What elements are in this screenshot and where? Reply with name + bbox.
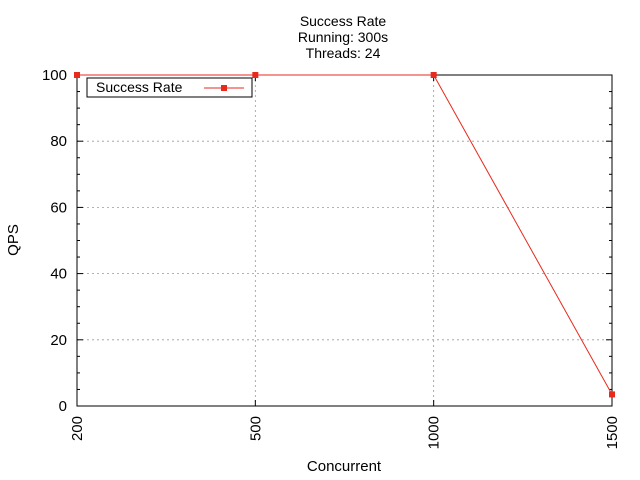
y-tick-label: 20 — [50, 332, 67, 349]
y-tick-label: 40 — [50, 266, 67, 283]
series-line-success-rate — [77, 74, 613, 395]
plot-area-border — [76, 74, 613, 407]
x-axis-label: Concurrent — [307, 458, 382, 475]
x-tick-label: 1500 — [604, 416, 621, 449]
y-tick-label: 60 — [50, 199, 67, 216]
data-point — [430, 72, 437, 78]
legend: Success Rate — [86, 77, 253, 98]
y-tick-label: 0 — [59, 398, 67, 415]
series-layer — [74, 72, 615, 398]
chart-title-line-3: Threads: 24 — [306, 45, 381, 61]
legend-box — [86, 77, 253, 98]
chart-title-line-2: Running: 300s — [298, 29, 388, 45]
x-tick-label: 1000 — [426, 416, 443, 449]
y-tick-label: 100 — [42, 67, 67, 84]
grid-lines — [77, 75, 612, 406]
x-tick-label: 200 — [69, 416, 86, 441]
y-axis-label: QPS — [5, 224, 22, 256]
x-axis-ticks: 200 500 1000 1500 — [69, 75, 621, 449]
data-point — [74, 72, 80, 78]
chart-title-line-1: Success Rate — [300, 13, 387, 29]
x-tick-label: 500 — [247, 416, 264, 441]
legend-label-success-rate: Success Rate — [96, 79, 183, 95]
legend-marker-sample — [221, 85, 227, 91]
y-axis-ticks: 0 20 40 60 80 100 — [42, 67, 612, 415]
data-point — [609, 391, 615, 398]
y-tick-label: 80 — [50, 133, 67, 150]
chart-title: Success Rate Running: 300s Threads: 24 — [298, 13, 388, 61]
data-point — [252, 72, 259, 78]
